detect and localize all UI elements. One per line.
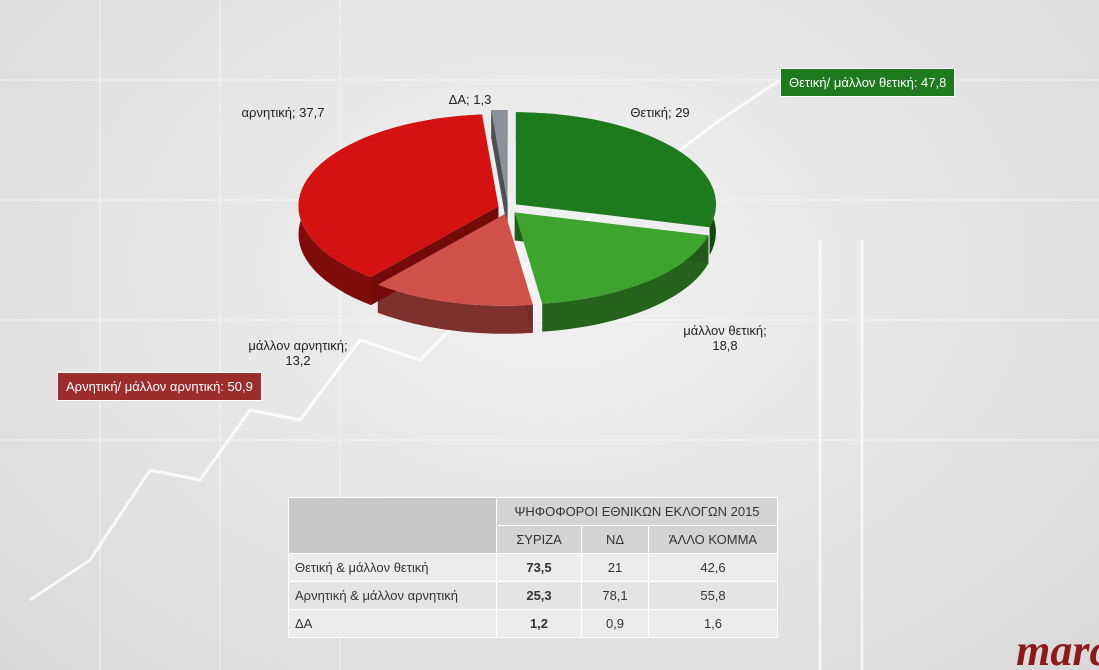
table-cell: 42,6 bbox=[649, 554, 778, 582]
table-cell: 21 bbox=[582, 554, 649, 582]
page: ΨΗΦΟΦΟΡΟΙ ΕΘΝΙΚΩΝ ΕΚΛΟΓΩΝ 2015 ΣΥΡΙΖΑΝΔΆ… bbox=[0, 0, 1099, 670]
table-cell: 0,9 bbox=[582, 610, 649, 638]
table-cell: 1,6 bbox=[649, 610, 778, 638]
row-label: Αρνητική & μάλλον αρνητική bbox=[289, 582, 497, 610]
data-label: μάλλον αρνητική; 13,2 bbox=[248, 338, 347, 368]
column-header: ΝΔ bbox=[582, 526, 649, 554]
blank-cell bbox=[289, 498, 497, 554]
table-cell: 55,8 bbox=[649, 582, 778, 610]
table-cell: 1,2 bbox=[497, 610, 582, 638]
data-label: ΔΑ; 1,3 bbox=[449, 92, 492, 107]
table-cell: 73,5 bbox=[497, 554, 582, 582]
background-ladder bbox=[820, 240, 862, 670]
data-label: αρνητική; 37,7 bbox=[242, 105, 325, 120]
row-label: Θετική & μάλλον θετική bbox=[289, 554, 497, 582]
data-label: Θετική; 29 bbox=[630, 105, 689, 120]
annotation: Θετική/ μάλλον θετική: 47,8 bbox=[780, 68, 955, 97]
annotation: Αρνητική/ μάλλον αρνητική: 50,9 bbox=[57, 372, 262, 401]
column-header: ΆΛΛΟ ΚΟΜΜΑ bbox=[649, 526, 778, 554]
table-cell: 25,3 bbox=[497, 582, 582, 610]
table-header: ΨΗΦΟΦΟΡΟΙ ΕΘΝΙΚΩΝ ΕΚΛΟΓΩΝ 2015 bbox=[497, 498, 778, 526]
column-header: ΣΥΡΙΖΑ bbox=[497, 526, 582, 554]
logo: marc bbox=[1016, 625, 1099, 670]
data-label: μάλλον θετική; 18,8 bbox=[683, 323, 767, 353]
row-label: ΔΑ bbox=[289, 610, 497, 638]
table-cell: 78,1 bbox=[582, 582, 649, 610]
pie-slice bbox=[516, 112, 716, 227]
